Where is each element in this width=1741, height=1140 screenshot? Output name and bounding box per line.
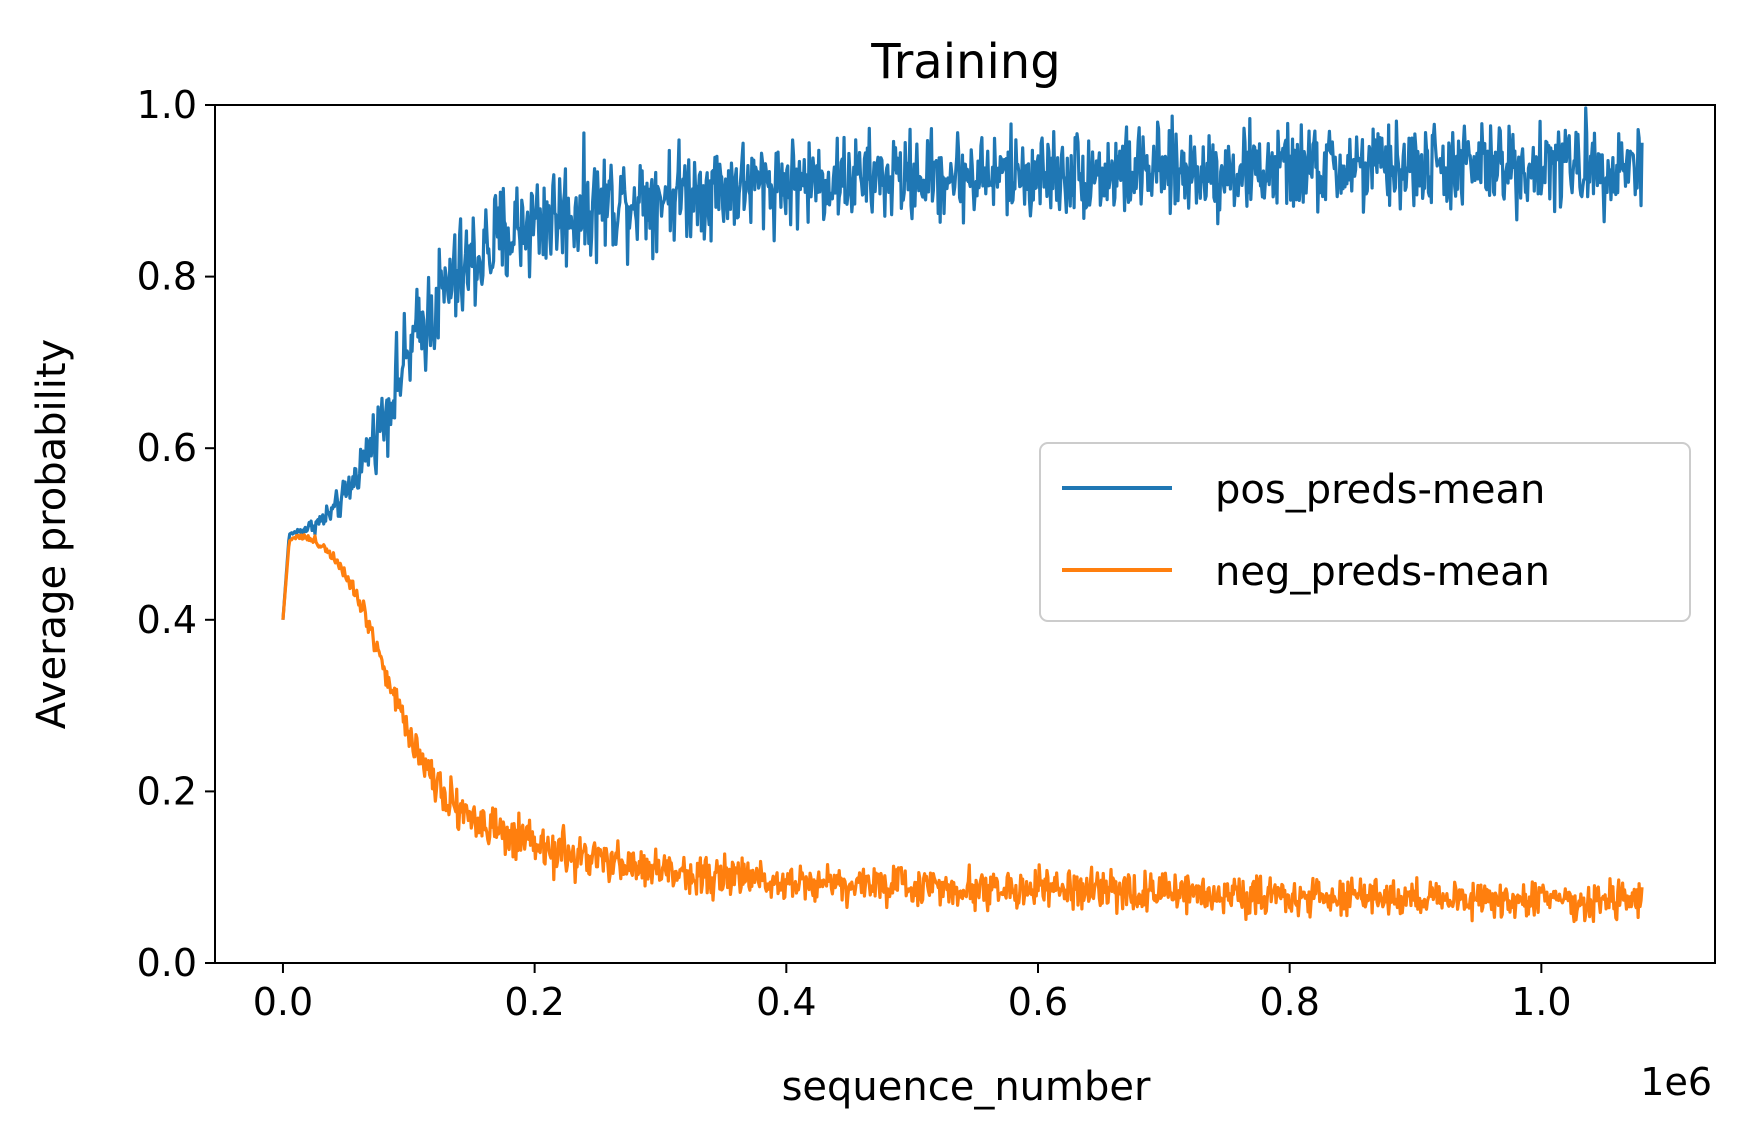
x-tick-label: 1.0 [1511,980,1571,1024]
y-tick-label: 1.0 [137,83,197,127]
y-axis: 0.0 0.2 0.4 0.6 0.8 1.0 [137,83,215,985]
y-tick-label: 0.4 [137,598,197,642]
legend-label-pos-preds-mean: pos_preds-mean [1215,467,1545,513]
series-line-neg-preds-mean [281,533,1644,924]
legend-box [1039,442,1691,622]
series-layer [281,106,1644,924]
x-axis-label: sequence_number [782,1064,1151,1110]
x-axis: 0.0 0.2 0.4 0.6 0.8 1.0 [253,963,1572,1024]
y-tick-label: 0.6 [137,426,197,470]
series-line-pos-preds-mean [281,106,1644,620]
x-axis-offset-label: 1e6 [1640,1060,1712,1104]
y-tick-label: 0.0 [137,941,197,985]
legend: pos_preds-mean neg_preds-mean [1039,442,1691,622]
plot-frame [214,104,1716,964]
legend-label-neg-preds-mean: neg_preds-mean [1215,549,1550,595]
y-axis-label: Average probability [29,339,75,729]
chart-title: Training [870,34,1060,90]
y-tick-label: 0.2 [137,769,197,813]
plot-area [281,106,1644,924]
x-tick-label: 0.0 [253,980,313,1024]
x-tick-label: 0.8 [1259,980,1319,1024]
y-tick-label: 0.8 [137,255,197,299]
x-tick-label: 0.2 [504,980,564,1024]
x-tick-label: 0.4 [756,980,816,1024]
x-tick-label: 0.6 [1008,980,1068,1024]
